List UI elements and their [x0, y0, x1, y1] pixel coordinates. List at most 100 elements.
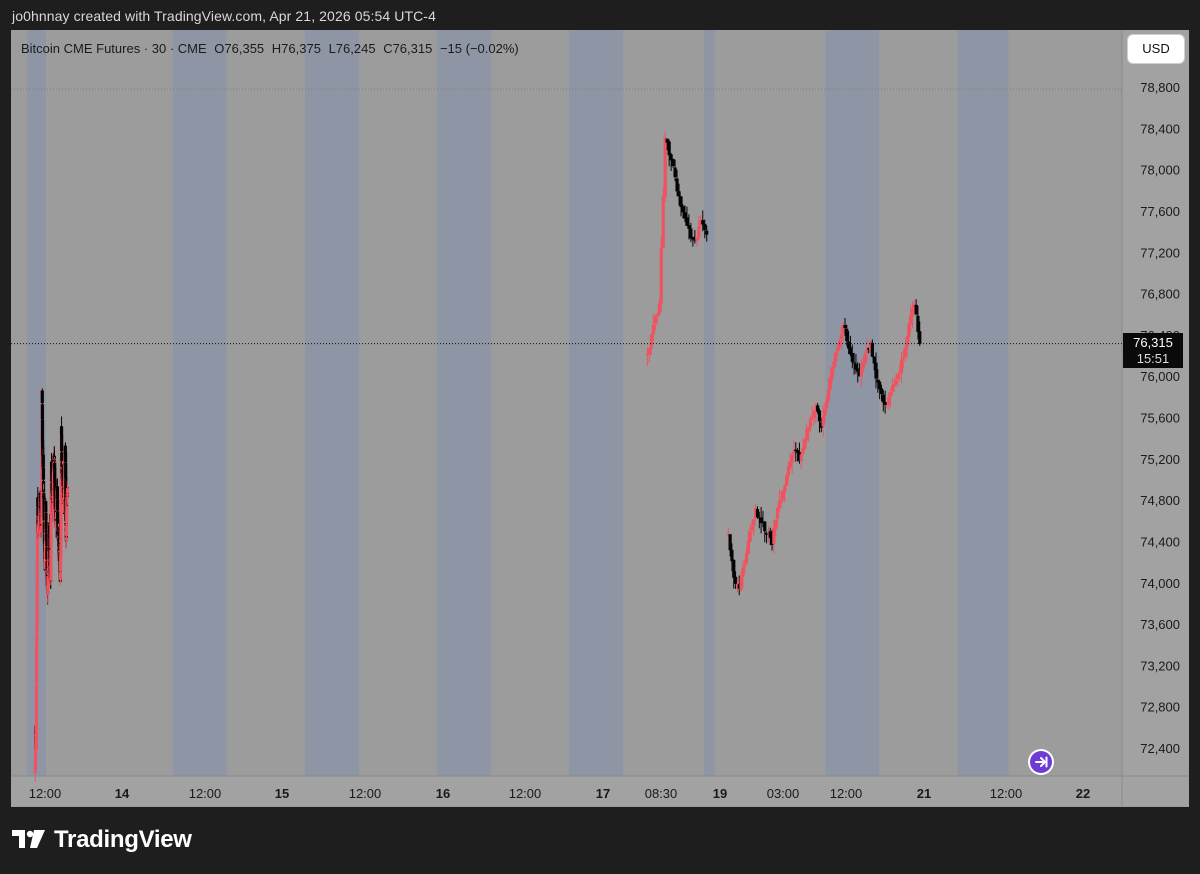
candle-body — [812, 412, 816, 418]
candle-body — [850, 353, 854, 363]
time-tick-label: 12:00 — [509, 786, 542, 801]
candle-body — [766, 532, 771, 534]
price-tick-label: 75,200 — [1140, 452, 1180, 467]
candle-body — [667, 141, 671, 156]
legend-high: H76,375 — [271, 41, 321, 56]
candle-body — [878, 381, 882, 390]
session-band — [825, 30, 880, 776]
candle-body — [60, 434, 64, 452]
candle-body — [888, 391, 893, 397]
time-tick-label: 12:00 — [189, 786, 222, 801]
session-band — [437, 30, 491, 776]
price-tick-label: 73,200 — [1140, 658, 1180, 673]
candle-body — [845, 328, 849, 342]
candle-body — [705, 230, 709, 235]
candle-body — [803, 439, 807, 449]
price-tick-label: 72,400 — [1140, 741, 1180, 756]
candle-body — [847, 341, 851, 349]
candle-body — [808, 418, 812, 428]
candle-body — [691, 236, 695, 240]
candle-body — [899, 358, 904, 373]
time-tick-label: 14 — [115, 786, 130, 801]
candle-body — [33, 771, 37, 773]
candle-body — [759, 517, 763, 524]
candle-body — [697, 226, 701, 238]
candle-body — [892, 384, 896, 387]
session-band — [569, 30, 624, 776]
price-tick-label: 74,400 — [1140, 534, 1180, 549]
candle-body — [35, 590, 39, 625]
legend-symbol[interactable]: Bitcoin CME Futures · 30 · CME — [21, 41, 207, 56]
currency-button[interactable]: USD — [1128, 35, 1184, 63]
candle-body — [681, 206, 685, 213]
time-tick-label: 19 — [713, 786, 727, 801]
time-tick-label: 03:00 — [767, 786, 800, 801]
candle-body — [33, 759, 37, 771]
price-tick-label: 72,800 — [1140, 700, 1180, 715]
candle-body — [874, 362, 878, 379]
candle-body — [649, 334, 653, 349]
candle-body — [779, 499, 783, 503]
bar-countdown: 15:51 — [1136, 351, 1170, 366]
price-tick-label: 78,400 — [1140, 121, 1180, 136]
candle-body — [34, 683, 39, 712]
legend-low: L76,245 — [328, 41, 376, 56]
candle-body — [879, 388, 884, 394]
chart-caption: jo0hnnay created with TradingView.com, A… — [12, 8, 436, 24]
candle-body — [898, 371, 902, 374]
session-band — [304, 30, 359, 776]
candle-body — [881, 394, 885, 403]
go-to-realtime-icon[interactable] — [1030, 751, 1052, 773]
candle-body — [755, 509, 760, 518]
candle-body — [53, 468, 57, 483]
candle-body — [816, 405, 820, 412]
candle-body — [916, 315, 920, 332]
candle-body — [36, 497, 40, 508]
candle-body — [775, 507, 780, 519]
candle-body — [826, 388, 831, 401]
candle-body — [810, 417, 814, 419]
candle-body — [865, 349, 869, 354]
price-tick-label: 77,200 — [1140, 245, 1180, 260]
candle-body — [739, 577, 743, 591]
candle-body — [750, 527, 754, 531]
price-tick-label: 78,800 — [1140, 80, 1180, 95]
candle-body — [732, 559, 736, 578]
candle-body — [801, 447, 805, 454]
candle-body — [867, 348, 871, 350]
candle-body — [786, 466, 791, 476]
candle-body — [45, 547, 49, 559]
candle-body — [50, 465, 54, 475]
time-axis — [11, 776, 1122, 806]
candle-body — [781, 491, 785, 500]
candle-body — [857, 371, 862, 377]
candle-body — [66, 488, 70, 494]
candle-body — [46, 585, 50, 595]
time-tick-label: 12:00 — [830, 786, 863, 801]
candle-body — [746, 540, 750, 554]
candle-body — [57, 537, 61, 548]
candle-body — [51, 489, 55, 499]
session-band — [27, 30, 47, 776]
candle-body — [35, 560, 39, 591]
candle-body — [887, 397, 891, 405]
candle-body — [40, 419, 45, 442]
candle-body — [901, 357, 905, 359]
candle-body — [693, 239, 697, 241]
candle-body — [790, 455, 794, 463]
candle-body — [839, 334, 843, 339]
candle-body — [675, 178, 679, 192]
time-tick-label: 08:30 — [645, 786, 678, 801]
candle-body — [735, 583, 740, 585]
time-tick-label: 12:00 — [990, 786, 1023, 801]
candle-body — [647, 348, 651, 355]
time-tick-label: 16 — [436, 786, 450, 801]
candle-body — [774, 519, 778, 530]
price-tick-label: 77,600 — [1140, 204, 1180, 219]
time-tick-label: 12:00 — [349, 786, 382, 801]
candle-body — [852, 362, 856, 364]
candle-body — [868, 341, 873, 350]
brand-name: TradingView — [54, 826, 192, 853]
candle-body — [701, 220, 705, 225]
